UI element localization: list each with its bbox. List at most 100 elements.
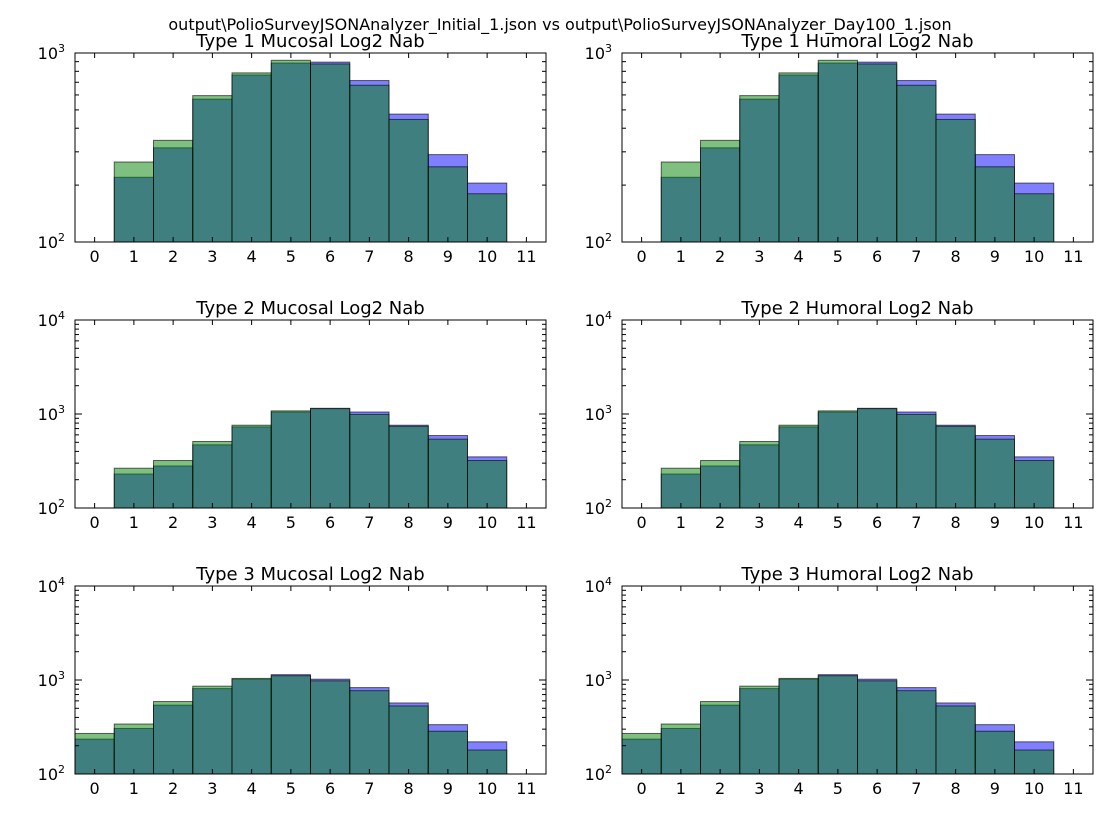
x-tick-label: 10 — [477, 779, 497, 798]
bar-series2-bin5 — [270, 59, 311, 242]
bar-series2-bin3 — [739, 440, 780, 508]
bar-series2-bin6 — [310, 680, 351, 774]
panel-title: Type 2 Humoral Log2 Nab — [740, 298, 973, 319]
x-tick-label: 6 — [325, 247, 335, 266]
bar-series2-bin1 — [113, 467, 154, 508]
bar-series2-bin10 — [467, 460, 508, 508]
bars-group — [660, 407, 1055, 508]
x-tick-label: 2 — [168, 247, 178, 266]
x-tick-label: 3 — [754, 513, 764, 532]
bar-series2-bin5 — [817, 675, 858, 774]
x-tick-label: 2 — [715, 779, 725, 798]
y-tick-label: 102 — [38, 497, 65, 518]
bar-series2-bin8 — [935, 118, 976, 242]
x-tick-label: 10 — [1024, 513, 1044, 532]
bar-series2-bin2 — [700, 701, 741, 774]
x-tick-label: 10 — [477, 247, 497, 266]
bar-series2-bin2 — [700, 460, 741, 508]
bar-series2-bin7 — [896, 84, 937, 242]
bar-series2-bin3 — [192, 685, 233, 774]
x-tick-label: 8 — [951, 513, 961, 532]
bar-series2-bin7 — [896, 690, 937, 774]
x-tick-label: 4 — [247, 779, 257, 798]
x-tick-label: 0 — [90, 779, 100, 798]
x-tick-label: 11 — [516, 247, 536, 266]
x-tick-label: 9 — [443, 779, 453, 798]
bar-series2-bin10 — [1014, 460, 1055, 508]
bar-series2-bin9 — [974, 166, 1015, 242]
chart-panel-5: Type 3 Mucosal Log2 Nab 0 1 2 3 4 5 6 7 8 9 10 11 102… — [38, 564, 547, 798]
bar-series2-bin8 — [388, 118, 429, 242]
x-tick-label: 3 — [207, 247, 217, 266]
x-tick-label: 6 — [325, 513, 335, 532]
bar-series2-bin2 — [153, 139, 194, 242]
x-tick-label: 7 — [364, 247, 374, 266]
y-tick-label: 103 — [585, 669, 612, 690]
bar-series2-bin7 — [349, 413, 390, 508]
panel-title: Type 1 Humoral Log2 Nab — [740, 31, 973, 52]
bar-series2-bin3 — [192, 95, 233, 242]
y-tick-label: 103 — [38, 42, 65, 63]
y-tick-label: 104 — [38, 575, 65, 596]
x-tick-label: 4 — [247, 247, 257, 266]
bar-series2-bin4 — [778, 677, 819, 774]
bar-series2-bin3 — [739, 95, 780, 242]
x-tick-label: 5 — [833, 779, 843, 798]
bar-series2-bin8 — [388, 425, 429, 508]
figure-suptitle: output\PolioSurveyJSONAnalyzer_Initial_1… — [168, 15, 951, 35]
bar-series2-bin10 — [1014, 749, 1055, 774]
bar-series2-bin4 — [778, 424, 819, 508]
x-tick-label: 11 — [1063, 779, 1083, 798]
x-tick-label: 1 — [129, 247, 139, 266]
x-tick-label: 0 — [637, 779, 647, 798]
y-tick-label: 103 — [585, 403, 612, 424]
x-tick-label: 8 — [404, 247, 414, 266]
bar-series2-bin6 — [857, 680, 898, 774]
chart-panel-1: Type 1 Mucosal Log2 Nab 0 1 2 3 4 5 6 7 8 9 10 11 102… — [38, 31, 547, 266]
y-tick-label: 103 — [38, 669, 65, 690]
x-tick-label: 8 — [404, 779, 414, 798]
axes-frame — [74, 52, 547, 243]
bar-series2-bin5 — [817, 59, 858, 242]
bar-series2-bin6 — [310, 408, 351, 508]
bar-series2-bin8 — [388, 705, 429, 774]
x-tick-label: 3 — [207, 779, 217, 798]
y-tick-label: 104 — [585, 575, 612, 596]
bar-series2-bin4 — [231, 677, 272, 774]
bar-series2-bin9 — [427, 730, 468, 774]
y-tick-label: 104 — [38, 309, 65, 330]
bar-series2-bin10 — [1014, 193, 1055, 242]
x-tick-label: 10 — [1024, 779, 1044, 798]
x-tick-label: 9 — [443, 247, 453, 266]
y-tick-label: 102 — [38, 231, 65, 252]
x-tick-label: 1 — [676, 513, 686, 532]
bar-series2-bin10 — [467, 749, 508, 774]
x-tick-label: 8 — [951, 247, 961, 266]
x-tick-label: 2 — [715, 513, 725, 532]
x-tick-label: 6 — [872, 513, 882, 532]
x-tick-label: 6 — [872, 779, 882, 798]
bar-series2-bin3 — [739, 685, 780, 774]
bar-series2-bin9 — [974, 438, 1015, 508]
x-tick-label: 2 — [168, 513, 178, 532]
y-tick-label: 102 — [585, 497, 612, 518]
x-tick-label: 2 — [168, 779, 178, 798]
chart-panel-6: Type 3 Humoral Log2 Nab 0 1 2 3 4 5 6 7 8 9 10 11 102… — [585, 564, 1094, 798]
x-tick-label: 10 — [1024, 247, 1044, 266]
x-tick-label: 6 — [872, 247, 882, 266]
x-tick-label: 5 — [286, 513, 296, 532]
x-tick-label: 3 — [754, 779, 764, 798]
bar-series2-bin1 — [660, 467, 701, 508]
bar-series2-bin1 — [660, 161, 701, 242]
bar-series2-bin6 — [857, 63, 898, 242]
bar-series2-bin10 — [467, 193, 508, 242]
panel-title: Type 3 Mucosal Log2 Nab — [195, 564, 424, 585]
bar-series2-bin7 — [349, 84, 390, 242]
x-tick-label: 7 — [911, 779, 921, 798]
bar-series2-bin6 — [310, 63, 351, 242]
bar-series2-bin3 — [192, 440, 233, 508]
bar-series2-bin4 — [778, 72, 819, 242]
bar-series2-bin9 — [427, 438, 468, 508]
bar-series2-bin4 — [231, 72, 272, 242]
